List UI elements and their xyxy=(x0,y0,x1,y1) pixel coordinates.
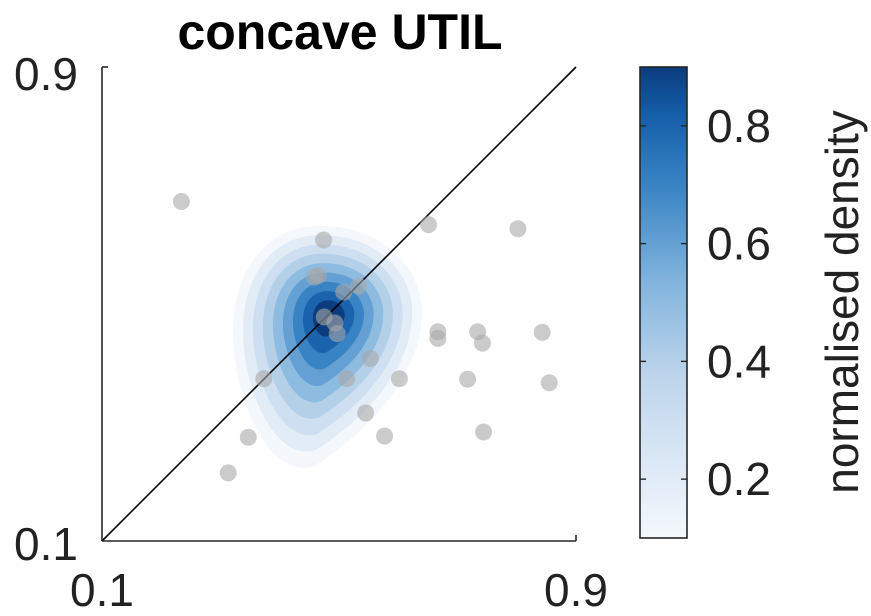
y-tick-label-max: 0.9 xyxy=(14,48,78,100)
y-tick-label-min: 0.1 xyxy=(14,518,78,570)
scatter-point xyxy=(255,370,273,388)
scatter-point xyxy=(390,370,408,388)
x-tick-label-max: 0.9 xyxy=(544,564,608,616)
scatter-point xyxy=(509,220,527,238)
density-contours xyxy=(232,225,422,468)
colorbar xyxy=(639,66,688,539)
scatter-point xyxy=(475,423,493,441)
scatter-point xyxy=(420,216,437,234)
scatter-point xyxy=(376,427,394,445)
scatter-point xyxy=(315,231,333,249)
scatter-point xyxy=(219,464,237,482)
scatter-point xyxy=(540,374,558,392)
scatter-point xyxy=(239,428,257,446)
scatter-point xyxy=(172,193,190,210)
identity-line xyxy=(101,66,577,542)
scatter-point xyxy=(429,329,447,347)
x-tick-label-min: 0.1 xyxy=(70,564,134,616)
colorbar-ticks: 0.2 0.4 0.6 0.8 xyxy=(640,100,771,505)
scatter-point xyxy=(533,323,551,341)
scatter-point xyxy=(350,277,368,295)
scatter-point xyxy=(335,283,353,301)
colorbar-tick-label: 0.8 xyxy=(707,100,771,152)
scatter-point xyxy=(473,334,491,352)
scatter-point xyxy=(459,370,477,388)
chart-title: concave UTIL xyxy=(177,4,502,60)
colorbar-tick-label: 0.6 xyxy=(707,218,771,270)
scatter-point xyxy=(361,350,379,367)
scatter-point xyxy=(328,325,346,343)
colorbar-label: normalised density xyxy=(816,110,868,494)
scatter-points xyxy=(172,193,558,482)
scatter-point xyxy=(338,370,356,388)
scatter-point xyxy=(357,404,375,422)
colorbar-tick-label: 0.2 xyxy=(707,453,771,505)
scatter-point xyxy=(309,267,327,285)
colorbar-tick-label: 0.4 xyxy=(707,335,771,387)
